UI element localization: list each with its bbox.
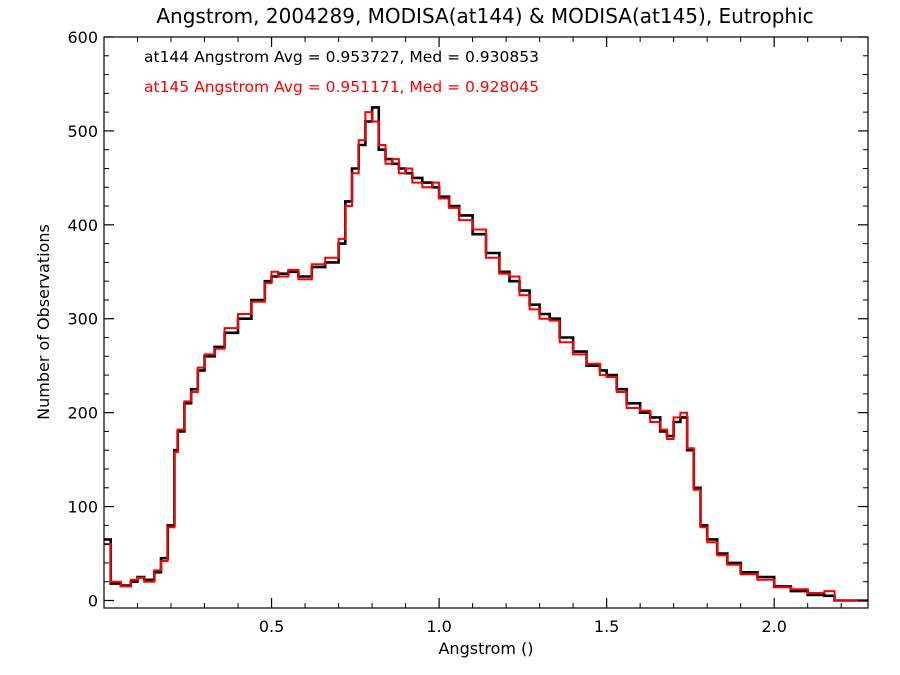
y-axis-title: Number of Observations [34, 224, 53, 420]
annotation-at145: at145 Angstrom Avg = 0.951171, Med = 0.9… [144, 78, 539, 96]
x-axis-title: Angstrom () [438, 639, 533, 658]
y-tick-label: 300 [67, 310, 98, 329]
x-tick-label: 1.0 [426, 617, 451, 636]
y-tick-label: 200 [67, 404, 98, 423]
y-tick-label: 600 [67, 28, 98, 47]
annotation-at144: at144 Angstrom Avg = 0.953727, Med = 0.9… [144, 48, 539, 66]
y-tick-label: 0 [88, 591, 98, 610]
series-layer [104, 106, 868, 602]
y-tick-label: 400 [67, 216, 98, 235]
plot-frame [103, 36, 869, 609]
x-axis-ticks: 0.5 1.0 1.5 2.0 [137, 37, 842, 636]
y-tick-label: 500 [67, 122, 98, 141]
series-line-at145 [104, 111, 868, 602]
x-tick-label: 1.5 [594, 617, 619, 636]
y-axis-ticks: 0 100 200 300 400 500 600 [67, 28, 868, 610]
x-tick-label: 2.0 [761, 617, 786, 636]
y-tick-label: 100 [67, 498, 98, 517]
x-tick-label: 0.5 [259, 617, 284, 636]
series-line-at144 [104, 106, 868, 602]
chart-title: Angstrom, 2004289, MODISA(at144) & MODIS… [156, 4, 813, 28]
